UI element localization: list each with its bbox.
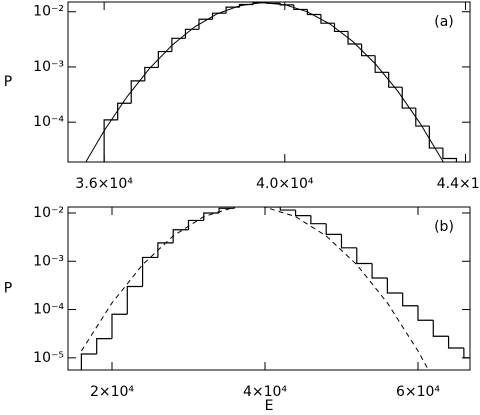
histogram-step [173,230,188,243]
y-tick-label: 10⁻² [33,205,64,221]
histogram-step [112,314,127,338]
histogram-step [433,320,448,336]
histogram-step [321,15,335,24]
histogram-step [402,87,416,108]
y-tick-label: 10⁻³ [33,253,64,269]
histogram-step [403,293,418,306]
fit-curve [81,206,433,379]
histogram-step [158,52,172,68]
y-axis-label: P [4,74,12,90]
histogram-step [362,44,376,56]
x-tick-label: 4.4×10⁴ [437,176,480,192]
histogram-step [375,56,389,73]
histogram-step [104,120,118,162]
histogram-step [185,29,199,38]
histogram-step [464,348,479,358]
y-tick-label: 10⁻⁵ [33,350,64,366]
x-tick-label: 2×10⁴ [90,384,134,400]
histogram-step [372,263,387,278]
histogram-step [334,23,348,31]
histogram-step [416,108,430,126]
histogram-step [389,72,403,87]
y-axis-label: P [4,281,12,297]
x-axis-label: E [265,398,274,411]
fit-curve [82,3,466,204]
histogram-step [307,9,321,14]
x-tick-label: 6×10⁴ [396,384,440,400]
histogram-step [326,224,341,235]
histogram-step [311,216,326,224]
plot-area [81,206,480,379]
histogram-step [118,103,132,120]
histogram-step [131,81,145,103]
histogram-step [158,243,173,258]
plot-frame [68,207,470,370]
y-tick-label: 10⁻³ [33,59,64,75]
histogram-step [145,67,159,80]
histogram-step [418,306,433,321]
annotation: (a) [434,14,454,30]
histogram-step [294,5,308,10]
histogram-step [348,31,362,44]
histogram-step [449,336,464,348]
histogram-step [219,208,234,213]
plot-frame [68,2,470,162]
histogram-step [341,234,356,247]
histogram-step [429,126,443,148]
histogram-step [443,148,457,162]
histogram-step [81,354,96,370]
y-tick-label: 10⁻⁴ [33,302,64,318]
x-tick-label: 3.6×10⁴ [75,176,133,192]
histogram-step [296,210,311,216]
histogram-step [143,257,158,286]
x-tick-label: 4.0×10⁴ [256,176,314,192]
histogram-step [213,13,227,19]
y-tick-label: 10⁻⁴ [33,114,64,130]
histogram-step [97,339,112,354]
histogram-step [127,287,142,315]
histogram-step [357,248,372,264]
y-tick-label: 10⁻² [33,4,64,20]
histogram-step [387,278,402,293]
plot-area [82,3,466,204]
annotation: (b) [434,219,454,235]
